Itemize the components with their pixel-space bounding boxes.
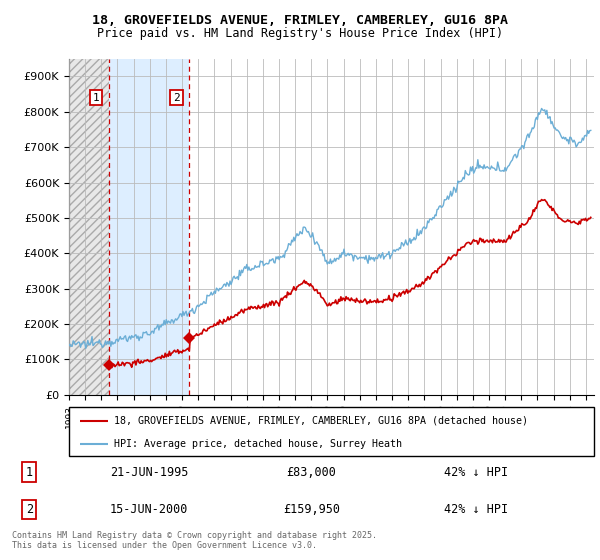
Text: 2: 2 — [26, 503, 33, 516]
Text: 1: 1 — [26, 465, 33, 479]
Bar — [109, 59, 190, 395]
Bar — [190, 59, 594, 395]
Text: 18, GROVEFIELDS AVENUE, FRIMLEY, CAMBERLEY, GU16 8PA (detached house): 18, GROVEFIELDS AVENUE, FRIMLEY, CAMBERL… — [113, 416, 527, 426]
FancyBboxPatch shape — [69, 407, 594, 456]
Text: 2: 2 — [173, 93, 180, 102]
Text: 42% ↓ HPI: 42% ↓ HPI — [444, 465, 508, 479]
Text: Price paid vs. HM Land Registry's House Price Index (HPI): Price paid vs. HM Land Registry's House … — [97, 27, 503, 40]
Text: 18, GROVEFIELDS AVENUE, FRIMLEY, CAMBERLEY, GU16 8PA: 18, GROVEFIELDS AVENUE, FRIMLEY, CAMBERL… — [92, 14, 508, 27]
Text: 15-JUN-2000: 15-JUN-2000 — [110, 503, 188, 516]
Text: 42% ↓ HPI: 42% ↓ HPI — [444, 503, 508, 516]
Bar — [69, 59, 109, 395]
Text: 21-JUN-1995: 21-JUN-1995 — [110, 465, 188, 479]
Text: £159,950: £159,950 — [283, 503, 340, 516]
Text: £83,000: £83,000 — [287, 465, 337, 479]
Text: Contains HM Land Registry data © Crown copyright and database right 2025.
This d: Contains HM Land Registry data © Crown c… — [12, 531, 377, 550]
Text: HPI: Average price, detached house, Surrey Heath: HPI: Average price, detached house, Surr… — [113, 439, 401, 449]
Text: 1: 1 — [92, 93, 100, 102]
